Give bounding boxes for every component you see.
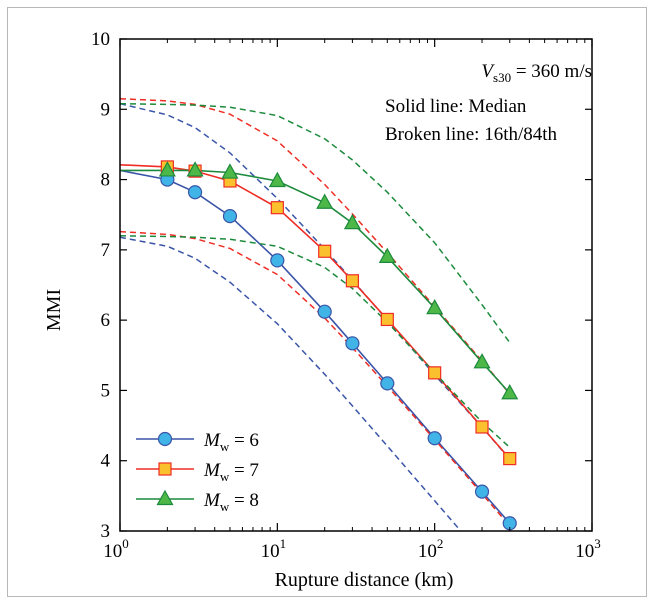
mw-8-median-line xyxy=(120,169,511,394)
mw-6-marker xyxy=(187,185,203,200)
y-tick-label: 6 xyxy=(101,310,111,331)
mw-8-marker xyxy=(221,163,239,179)
legend-mw-6-label: Mw = 6 xyxy=(203,430,259,454)
mw-8-marker xyxy=(316,193,334,209)
mw-6-marker xyxy=(427,431,442,446)
mw-6-median-line xyxy=(120,169,511,524)
mw-7-marker xyxy=(270,201,284,215)
x-tick-label: 103 xyxy=(575,536,601,562)
solid-line-note: Solid line: Median xyxy=(385,96,527,117)
mw-6-marker xyxy=(222,209,238,224)
mw-7-marker xyxy=(318,244,332,258)
y-tick-label: 10 xyxy=(91,29,110,50)
y-tick-label: 5 xyxy=(101,380,111,401)
mw-6-marker xyxy=(474,484,490,499)
mw-8-marker xyxy=(473,353,491,369)
mw-8-marker xyxy=(378,247,396,263)
mw-8-marker xyxy=(186,161,204,177)
legend-mw-7-marker xyxy=(158,462,172,476)
y-tick-label: 9 xyxy=(101,99,111,120)
mw-8-marker xyxy=(158,161,176,177)
plot-area xyxy=(119,38,593,532)
mw-6-marker xyxy=(345,336,360,351)
mw-7-p16-line xyxy=(120,230,511,527)
mw-6-p84-line xyxy=(120,102,511,460)
mw-8-marker xyxy=(501,384,519,400)
legend-mw-6-marker xyxy=(157,431,173,447)
mw-7-p84-line xyxy=(120,97,511,395)
y-tick-label: 8 xyxy=(101,170,111,191)
y-tick-label: 3 xyxy=(101,521,111,542)
figure-frame xyxy=(7,7,647,597)
mw-6-marker xyxy=(270,253,285,268)
vs30-annotation: Vs30 = 360 m/s xyxy=(481,61,592,85)
mw-8-marker xyxy=(426,298,444,315)
y-tick-label: 4 xyxy=(101,451,111,472)
mw-8-p16-line xyxy=(120,235,511,448)
legend-mw-8-label: Mw = 8 xyxy=(203,490,259,514)
x-tick-label: 101 xyxy=(261,536,287,562)
mw-6-marker xyxy=(380,376,395,391)
x-axis-title: Rupture distance (km) xyxy=(275,569,454,591)
mw-7-marker xyxy=(503,452,517,466)
legend-mw-8-marker xyxy=(156,489,174,506)
mw-7-marker xyxy=(345,274,360,288)
y-axis-title: MMI xyxy=(43,289,65,331)
mw-7-median-line xyxy=(120,164,511,460)
legend: Mw = 6 Mw = 7 Mw = 8 xyxy=(136,430,259,514)
mw-8-marker xyxy=(343,213,361,230)
mw-6-marker xyxy=(317,304,332,319)
mw-8-marker xyxy=(268,171,286,188)
mw-7-marker xyxy=(428,366,442,380)
x-tick-label: 102 xyxy=(418,536,444,562)
legend-mw-7-label: Mw = 7 xyxy=(203,460,259,484)
mw-6-p16-line xyxy=(120,236,462,531)
mw-7-marker xyxy=(380,312,394,327)
broken-line-note: Broken line: 16th/84th xyxy=(385,124,558,145)
x-tick-label: 100 xyxy=(103,536,129,562)
mw-8-p84-line xyxy=(120,102,511,344)
mw-7-marker xyxy=(475,420,489,434)
y-tick-label: 7 xyxy=(101,240,111,261)
